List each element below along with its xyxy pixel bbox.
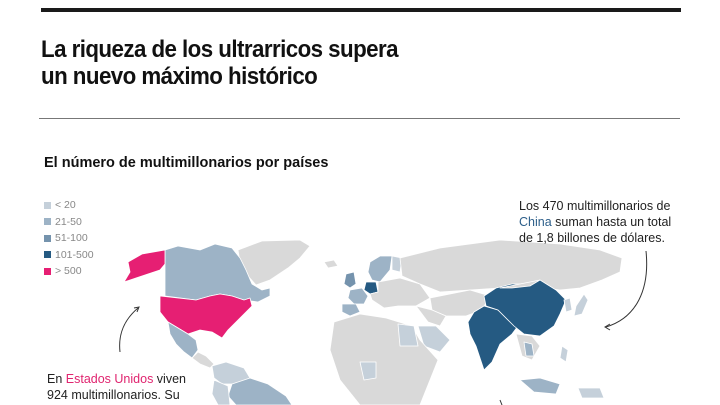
- china-note-line-2: China suman hasta un total: [519, 214, 671, 230]
- page-title: La riqueza de los ultrarricos supera un …: [41, 36, 399, 90]
- saudi-arabia: [417, 325, 451, 353]
- legend-swatch: [44, 218, 51, 226]
- legend-label: 21-50: [55, 215, 82, 228]
- legend-label: < 20: [55, 199, 76, 212]
- russia: [399, 239, 623, 293]
- china-highlight: China: [519, 215, 552, 229]
- map-legend: < 20 21-50 51-100 101-500 > 500: [44, 197, 94, 280]
- philippines: [559, 345, 569, 363]
- china-annotation-arrow: [605, 250, 648, 328]
- title-divider: [39, 118, 680, 119]
- uk: [343, 271, 357, 289]
- us-arrow-head: [133, 306, 140, 313]
- peru: [211, 379, 231, 405]
- alaska: [123, 249, 166, 283]
- us-annotation-arrow: [119, 307, 139, 353]
- legend-label: 51-100: [55, 232, 88, 245]
- thailand: [523, 341, 535, 357]
- us-note-line-1: En Estados Unidos viven: [47, 371, 186, 387]
- legend-swatch: [44, 251, 51, 259]
- egypt: [397, 323, 419, 347]
- chart-title: El número de multimillonarios por países: [44, 155, 329, 171]
- legend-item: 51-100: [44, 230, 94, 247]
- top-rule: [41, 8, 681, 12]
- new-guinea: [577, 387, 605, 399]
- title-line-1: La riqueza de los ultrarricos supera: [41, 36, 399, 63]
- legend-label: > 500: [55, 265, 82, 278]
- japan: [573, 293, 589, 317]
- legend-item: 21-50: [44, 214, 94, 231]
- china-note-line-2-rest: suman hasta un total: [551, 215, 672, 229]
- middle-east: [415, 305, 447, 327]
- china-note-line-3: de 1,8 billones de dólares.: [519, 231, 665, 245]
- us-note-prefix: En: [47, 372, 66, 386]
- mongolia: [499, 279, 541, 289]
- us-highlight: Estados Unidos: [65, 372, 154, 386]
- iceland: [323, 259, 339, 269]
- china-note-line-1: Los 470 multimillonarios de: [519, 199, 671, 213]
- europe: [369, 277, 431, 309]
- legend-item: 101-500: [44, 247, 94, 264]
- china-annotation: Los 470 multimillonarios de China suman …: [519, 198, 671, 246]
- spain: [341, 303, 361, 317]
- title-line-2: un nuevo máximo histórico: [41, 63, 318, 90]
- korea: [563, 297, 573, 313]
- france: [347, 287, 369, 305]
- brazil: [227, 377, 293, 405]
- china-arrow-head: [604, 323, 611, 331]
- central-america: [191, 351, 215, 369]
- mexico: [167, 321, 199, 359]
- us-note-line-1-rest: viven: [153, 372, 186, 386]
- legend-item: < 20: [44, 197, 94, 214]
- nigeria: [359, 361, 377, 381]
- legend-swatch: [44, 267, 51, 275]
- partial-arrow-bottom: [499, 399, 503, 405]
- scandinavia: [367, 255, 393, 283]
- indonesia: [519, 377, 561, 395]
- legend-label: 101-500: [55, 248, 94, 261]
- us-annotation: En Estados Unidos viven 924 multimillona…: [47, 371, 186, 403]
- legend-swatch: [44, 201, 51, 209]
- legend-swatch: [44, 234, 51, 242]
- us-note-line-2: 924 multimillonarios. Su: [47, 388, 180, 402]
- legend-item: > 500: [44, 263, 94, 280]
- finland: [391, 255, 403, 273]
